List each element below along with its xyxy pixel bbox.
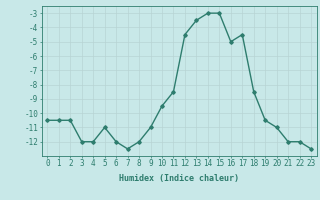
X-axis label: Humidex (Indice chaleur): Humidex (Indice chaleur) (119, 174, 239, 183)
